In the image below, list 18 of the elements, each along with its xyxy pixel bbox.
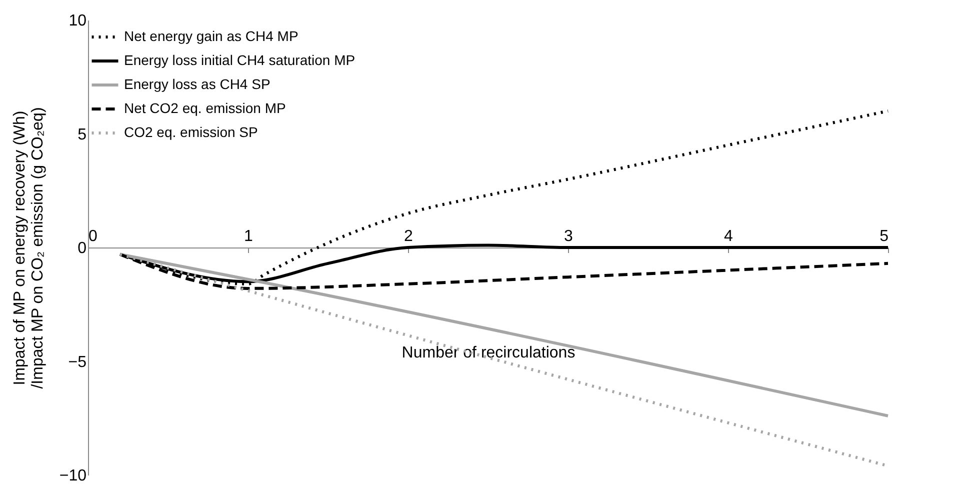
text: Impact of MP on energy recovery (Wh) [11,110,28,386]
x-tick-label: 0 [88,228,98,245]
legend-label: Net CO2 eq. emission MP [124,100,286,116]
y-tick-label: −10 [59,468,87,484]
y-tick-label: 5 [78,126,87,144]
x-tick-label: 4 [724,228,734,245]
legend-label: Energy loss initial CH4 saturation MP [124,52,356,68]
text: /Impact MP on CO₂ emission (g CO₂eq) [29,107,46,389]
legend-label: CO2 eq. emission SP [124,124,258,140]
x-tick-label: 5 [880,228,889,245]
x-tick-label: 2 [404,228,414,245]
legend-label: Energy loss as CH4 SP [124,76,270,92]
legend-label: Net energy gain as CH4 MP [124,28,298,44]
y-tick-label: −5 [68,354,87,371]
y-tick-label: 10 [68,12,87,30]
x-tick-label: 1 [244,228,254,245]
y-tick-label: 0 [78,240,87,257]
x-tick-label: 3 [564,228,574,245]
